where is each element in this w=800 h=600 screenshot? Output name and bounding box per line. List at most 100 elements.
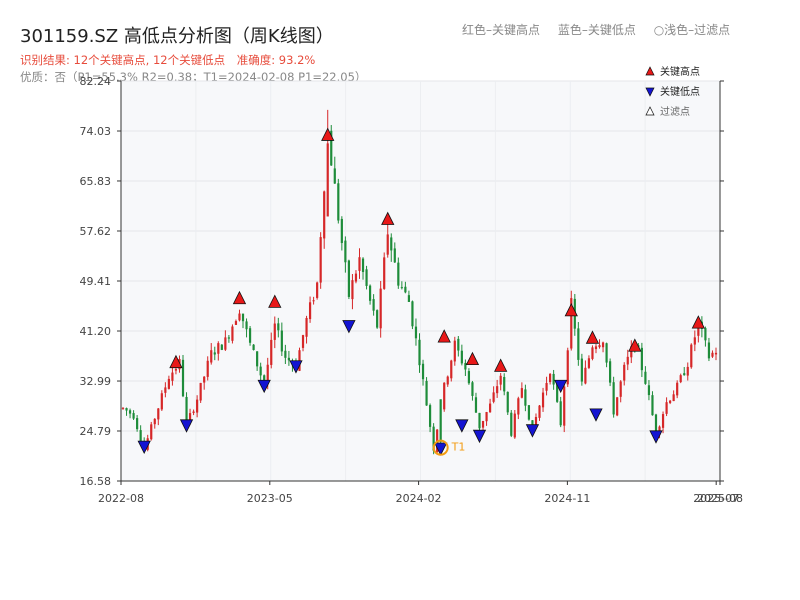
candle-body [513,413,516,438]
candle-body [460,350,463,364]
candle-body [157,408,160,420]
candle-body [128,410,132,414]
candle-body [616,397,619,416]
candle-body [421,363,425,380]
candle-body [347,260,351,297]
key-high-marker [564,303,578,317]
candle-body [418,339,421,366]
candle-body [277,323,280,331]
candle-body [492,392,495,402]
candle-body [570,298,573,349]
candle-body [301,335,305,348]
candle-body [580,358,583,382]
candle-body [379,288,382,329]
candle-body [517,398,520,415]
candle-body [527,405,531,420]
candle-body [210,350,213,363]
candle-body [188,413,192,422]
key-high-marker [321,127,335,141]
candle-body [330,130,333,166]
t1-circle [432,439,449,456]
candle-body [623,364,626,381]
candle-body [690,344,693,368]
key-low-marker [179,419,194,433]
candle-body [213,352,216,355]
header-legend: 红色–关键高点 蓝色–关键低点 ○浅色–过滤点 [462,21,744,38]
candle-body [669,400,672,403]
result-line: 识别结果: 12个关键高点, 12个关键低点 准确度: 93.2% [20,52,323,68]
candle-body [344,240,347,263]
candle-body [464,362,467,370]
candle-body [672,394,675,402]
candle-body [647,385,651,396]
candle-body [609,361,612,383]
candle-body [224,337,227,350]
candle-body [383,257,386,289]
candle-body [238,313,241,321]
legend-low-label: 关键低点 [660,85,700,98]
candle-body [587,358,591,368]
accuracy-text: 准确度: 93.2% [236,53,316,67]
legend-filtered-icon [645,106,655,116]
key-high-marker [232,290,247,305]
x-tick-label: 2022-08 [98,492,144,505]
candle-body [248,328,252,343]
candle-body [478,412,481,429]
candle-body [545,382,548,391]
candle-body [467,371,471,384]
y-tick-label: 41.20 [80,325,112,338]
candle-body [365,269,368,286]
candle-body [439,399,442,442]
candle-body [538,405,541,418]
candle-body [227,337,230,339]
candle-body [488,403,492,413]
candle-body [619,381,622,397]
candle-body [704,328,707,341]
key-low-marker [554,379,568,394]
candle-body [485,412,488,422]
candle-body [411,301,414,327]
candle-body [390,237,393,251]
header-legend-blue: 蓝色–关键低点 [557,23,636,37]
candle-body [132,413,135,419]
t1-label: T1 [451,441,466,454]
candle-body [125,408,128,411]
key-high-marker [437,329,451,343]
y-tick-label: 32.99 [80,375,112,388]
candle-body [160,393,163,410]
candle-body [481,421,485,428]
key-high-marker [381,211,395,225]
candle-body [323,191,326,239]
candle-body [192,411,195,413]
key-high-marker [628,338,642,352]
candle-body [506,391,509,413]
candle-body [556,382,559,402]
candle-body [280,330,283,352]
key-high-marker [169,354,183,369]
key-low-marker [649,430,663,444]
candle-body [457,338,460,351]
legend-high-icon [645,66,655,76]
y-tick-label: 65.83 [80,175,112,188]
candle-body [496,386,499,394]
legend-filtered-label: 过滤点 [660,105,690,118]
candle-body [252,344,255,350]
key-low-marker [289,360,303,374]
candle-body [432,426,435,451]
candle-body [319,237,322,283]
candle-body [534,416,538,427]
candle-body [245,321,248,330]
candle-body [312,300,315,302]
candle-body [714,352,718,355]
candle-body [404,286,407,293]
candle-body [524,389,527,406]
candle-body [601,342,605,348]
candle-body [686,366,689,376]
candle-body [407,295,411,302]
result-text: 识别结果: 12个关键高点, 12个关键低点 [20,53,226,67]
key-high-marker [494,358,508,372]
candle-body [185,396,188,423]
x-tick-label: 2023-05 [247,492,293,505]
candle-body [376,310,379,328]
